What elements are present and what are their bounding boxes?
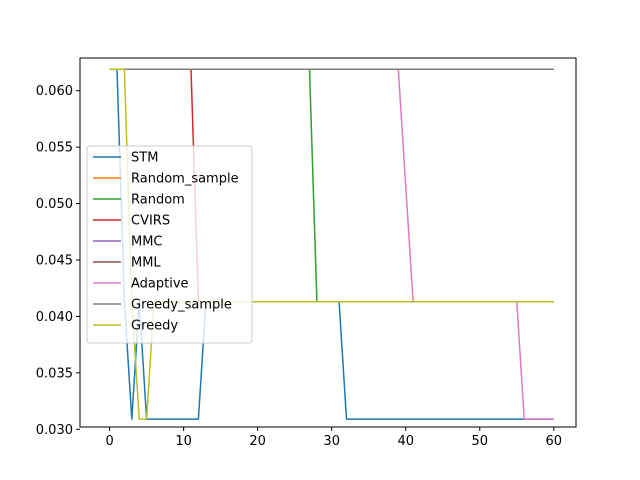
legend-label: STM (131, 151, 158, 166)
x-tick-label: 10 (175, 434, 192, 449)
legend-label: Adaptive (131, 277, 189, 292)
y-tick-label: 0.050 (36, 197, 73, 212)
y-tick-label: 0.035 (36, 366, 73, 381)
y-tick-label: 0.055 (36, 141, 73, 156)
axes-frame (79, 57, 577, 428)
x-tick-label: 30 (323, 434, 340, 449)
x-tick-label: 40 (397, 434, 414, 449)
y-tick-label: 0.030 (36, 423, 73, 438)
y-axis: 0.030 0.035 0.040 0.045 0.050 0.055 0.060 (36, 84, 80, 438)
x-tick-label: 0 (105, 434, 113, 449)
legend-label: Greedy_sample (131, 298, 232, 313)
x-tick-label: 50 (471, 434, 488, 449)
legend-label: Random_sample (131, 172, 239, 187)
y-tick-label: 0.060 (36, 84, 73, 99)
y-tick-label: 0.040 (36, 310, 73, 325)
legend-label: Random (131, 193, 185, 208)
x-axis: 0 10 20 30 40 50 60 (105, 427, 562, 449)
legend-label: MML (131, 256, 161, 271)
x-tick-label: 20 (249, 434, 266, 449)
legend-label: Greedy (131, 319, 178, 334)
legend: STM Random_sample Random CVIRS MMC MML Adaptiv… (86, 145, 253, 344)
x-tick-label: 60 (546, 434, 563, 449)
y-tick-label: 0.045 (36, 253, 73, 268)
legend-label: MMC (131, 235, 163, 250)
legend-label: CVIRS (131, 214, 170, 229)
legend-box (86, 145, 253, 344)
